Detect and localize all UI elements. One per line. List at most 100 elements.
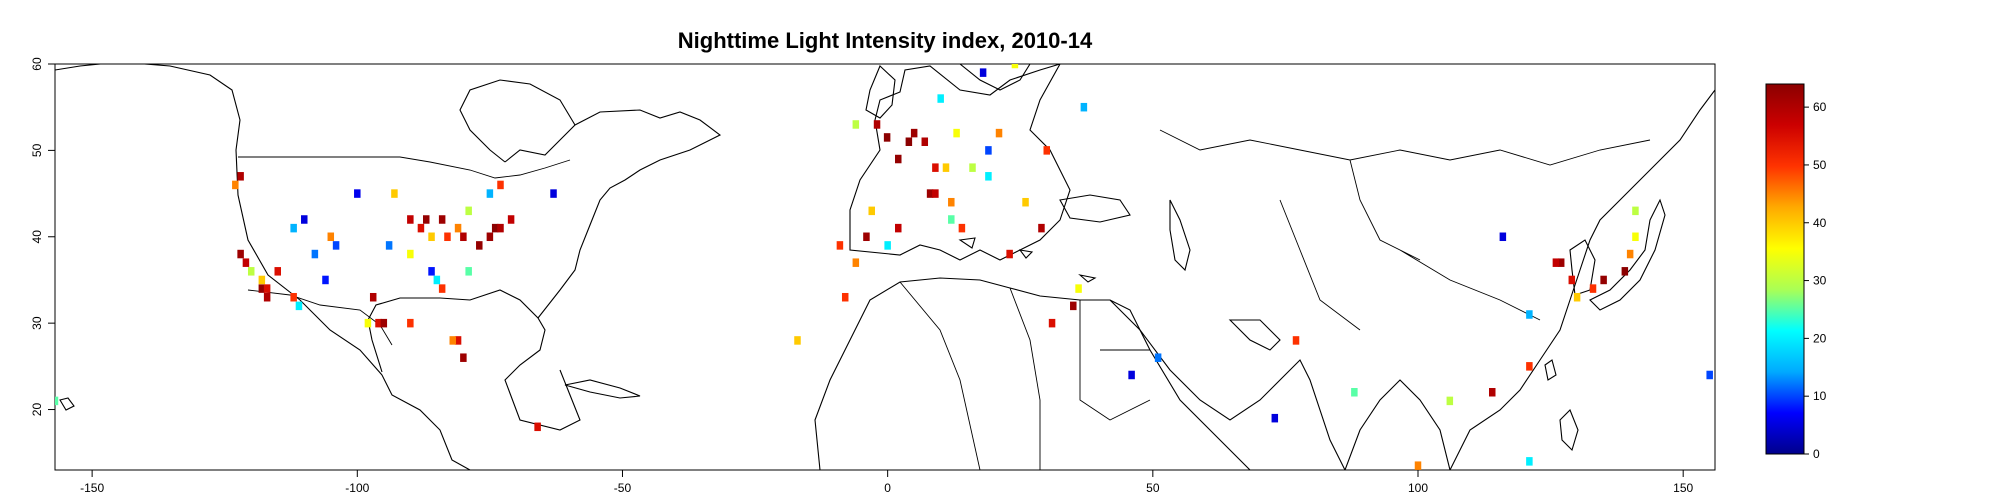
light-cell <box>921 137 929 146</box>
east-coastline <box>504 109 722 319</box>
y-tick-label: 50 <box>30 143 44 157</box>
light-intensity-cells <box>55 64 1713 470</box>
light-cell <box>895 154 902 164</box>
basemap <box>55 64 1715 470</box>
colorbar-tick-label: 20 <box>1813 331 1827 345</box>
light-cell <box>428 267 435 276</box>
light-cell <box>953 128 960 138</box>
light-cell <box>449 336 457 345</box>
light-cell <box>868 206 875 216</box>
light-cell <box>958 223 966 233</box>
light-cell <box>1446 396 1454 406</box>
light-cell <box>1600 275 1607 285</box>
light-cell <box>391 189 398 198</box>
light-cell <box>332 241 340 250</box>
x-tick-label: -100 <box>345 481 369 495</box>
light-cell <box>1557 258 1565 267</box>
light-cell <box>1070 301 1077 311</box>
light-cell <box>1632 206 1639 216</box>
light-cell <box>1706 370 1713 380</box>
hudson-bay <box>459 79 576 163</box>
light-cell <box>454 336 462 345</box>
light-cell <box>1011 64 1019 69</box>
light-cell <box>428 232 435 242</box>
x-axis: -150 -100 -50 0 50 100 150 <box>80 470 1694 495</box>
light-cell <box>242 258 250 267</box>
light-cell <box>380 318 388 328</box>
light-cell <box>948 215 955 224</box>
x-tick-label: 0 <box>884 481 891 495</box>
light-cell <box>364 318 372 328</box>
light-cell <box>1568 275 1576 285</box>
y-tick-label: 40 <box>30 230 44 244</box>
light-cell <box>375 318 382 328</box>
light-cell <box>465 206 472 216</box>
light-cell <box>985 172 992 181</box>
light-cell <box>301 215 308 224</box>
light-cell <box>433 275 441 285</box>
light-cell <box>895 223 902 233</box>
light-cell <box>322 275 329 285</box>
plot-area <box>54 63 1716 471</box>
light-cell <box>985 146 992 155</box>
light-cell <box>476 241 483 250</box>
light-cell <box>932 163 939 172</box>
light-cell <box>237 172 244 181</box>
light-cell <box>1621 267 1629 276</box>
light-cell <box>550 189 557 198</box>
light-cell <box>905 137 913 146</box>
light-cell <box>460 232 467 242</box>
light-cell <box>948 197 955 207</box>
light-cell <box>1022 197 1029 207</box>
light-cell <box>910 128 918 138</box>
light-cell <box>465 267 472 276</box>
scandinavia <box>959 64 1031 91</box>
light-cell <box>979 68 987 77</box>
us-mexico-border <box>247 289 393 346</box>
philippines <box>1559 409 1579 452</box>
light-cell <box>942 163 950 172</box>
colorbar <box>1765 83 1805 455</box>
light-cell <box>237 249 244 259</box>
light-cell <box>1154 353 1162 362</box>
light-cell <box>1526 457 1533 466</box>
light-cell <box>438 215 446 224</box>
light-cell <box>497 180 504 190</box>
light-cell <box>1271 413 1279 423</box>
south-asia-coast <box>1344 379 1451 470</box>
light-cell <box>274 267 281 276</box>
y-tick-label: 30 <box>30 316 44 330</box>
us-canada-border <box>238 156 571 179</box>
north-america-coastline <box>55 64 471 470</box>
light-cell <box>263 284 271 293</box>
light-cell <box>1075 284 1082 293</box>
hawaii <box>59 397 75 411</box>
light-cell <box>290 292 297 302</box>
light-cell <box>327 232 335 242</box>
light-cell <box>454 223 462 233</box>
british-isles <box>865 65 896 119</box>
colorbar-tick-label: 50 <box>1813 158 1827 172</box>
light-cell <box>486 232 494 242</box>
light-cell <box>836 241 844 250</box>
colorbar-ticks: 0 10 20 30 40 50 60 <box>1804 100 1827 461</box>
colorbar-tick-label: 0 <box>1813 447 1820 461</box>
light-cell <box>290 223 297 233</box>
taiwan <box>1544 359 1557 381</box>
light-cell <box>1589 284 1597 293</box>
y-axis: 20 30 40 50 60 <box>30 57 55 416</box>
europe-coastline <box>849 64 1071 261</box>
colorbar-tick-label: 60 <box>1813 100 1827 114</box>
light-cell <box>438 284 446 293</box>
light-cell <box>1414 461 1422 470</box>
chart-title: Nighttime Light Intensity index, 2010-14 <box>677 28 1093 53</box>
x-tick-label: 50 <box>1146 481 1160 495</box>
cuba <box>564 379 641 399</box>
light-cell <box>794 336 801 345</box>
light-cell <box>1128 370 1135 380</box>
caspian-sea <box>1169 199 1191 272</box>
light-cell <box>1351 388 1358 397</box>
light-cell <box>258 284 266 293</box>
light-cell <box>407 215 414 224</box>
